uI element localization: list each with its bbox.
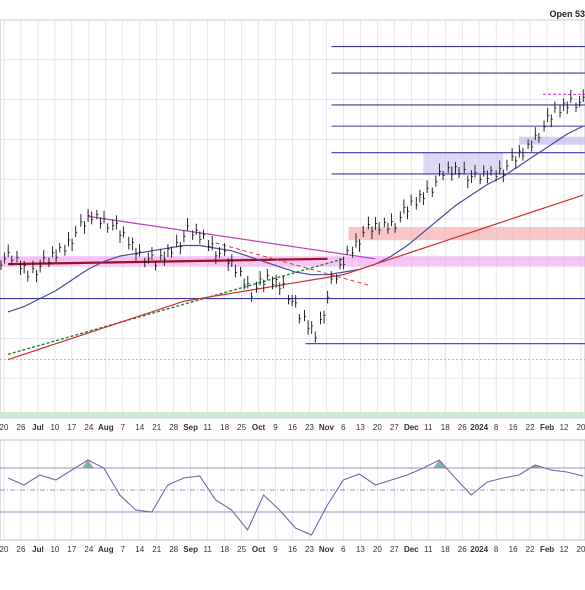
x-tick-label: 27 [390, 423, 399, 432]
indicator-x-tick-label: 16 [288, 545, 297, 554]
x-tick-label: 8 [494, 423, 499, 432]
x-tick-label: 16 [288, 423, 297, 432]
indicator-x-tick-label: 18 [441, 545, 450, 554]
x-tick-label: Nov [319, 423, 335, 432]
indicator-x-tick-label: Dec [404, 545, 419, 554]
indicator-x-tick-label: 22 [526, 545, 535, 554]
indicator-x-tick-label: 20 [373, 545, 382, 554]
x-tick-label: Feb [540, 423, 554, 432]
indicator-x-tick-label: Feb [540, 545, 554, 554]
indicator-x-tick-label: 17 [67, 545, 76, 554]
indicator-x-tick-label: 25 [237, 545, 246, 554]
indicator-x-tick-label: 20 [577, 545, 585, 554]
downtrend-line [87, 215, 376, 260]
x-tick-label: 12 [560, 423, 569, 432]
x-tick-label: 10 [50, 423, 59, 432]
x-tick-label: Dec [404, 423, 419, 432]
x-tick-label: 14 [135, 423, 144, 432]
indicator-x-tick-label: 28 [169, 545, 178, 554]
x-tick-label: 9 [273, 423, 278, 432]
x-tick-label: 24 [84, 423, 93, 432]
indicator-x-tick-label: Sep [183, 545, 198, 554]
indicator-x-tick-label: 2024 [470, 545, 488, 554]
indicator-x-tick-label: 7 [121, 545, 126, 554]
x-tick-label: 17 [67, 423, 76, 432]
indicator-x-tick-label: Nov [319, 545, 335, 554]
pink-support-zone [0, 256, 585, 267]
x-tick-label: 13 [356, 423, 365, 432]
x-tick-label: Sep [183, 423, 198, 432]
x-tick-label: 26 [458, 423, 467, 432]
indicator-x-tick-label: 16 [509, 545, 518, 554]
x-tick-label: 20 [577, 423, 585, 432]
indicator-x-tick-label: 26 [17, 545, 26, 554]
indicator-x-tick-label: 27 [390, 545, 399, 554]
indicator-x-tick-label: 11 [203, 545, 212, 554]
x-tick-label: 28 [169, 423, 178, 432]
indicator-x-tick-label: 8 [494, 545, 499, 554]
x-tick-label: 26 [17, 423, 26, 432]
x-tick-label: 6 [341, 423, 346, 432]
x-tick-label: Jul [32, 423, 44, 432]
consolidation-zone [423, 152, 504, 174]
indicator-x-tick-label: 12 [560, 545, 569, 554]
x-tick-label: 25 [237, 423, 246, 432]
slow-moving-average-line [7, 194, 584, 361]
x-tick-label: Oct [252, 423, 266, 432]
x-tick-label: 7 [121, 423, 126, 432]
indicator-x-tick-label: Oct [252, 545, 266, 554]
indicator-x-tick-label: 11 [424, 545, 433, 554]
support-line [7, 257, 328, 266]
x-tick-label: 11 [203, 423, 212, 432]
indicator-x-tick-label: 20 [0, 545, 9, 554]
indicator-line [7, 459, 584, 536]
fast-moving-average-line [7, 125, 584, 313]
x-tick-label: 20 [0, 423, 9, 432]
x-tick-label: 22 [526, 423, 535, 432]
x-tick-label: 23 [305, 423, 314, 432]
x-tick-label: 16 [509, 423, 518, 432]
x-tick-label: 18 [220, 423, 229, 432]
indicator-x-tick-label: 18 [220, 545, 229, 554]
x-tick-label: 11 [424, 423, 433, 432]
indicator-x-tick-label: 10 [50, 545, 59, 554]
x-tick-label: 20 [373, 423, 382, 432]
upper-consolidation-zone [519, 136, 585, 145]
x-tick-label: 21 [152, 423, 161, 432]
indicator-x-tick-label: 6 [341, 545, 346, 554]
x-tick-label: 18 [441, 423, 450, 432]
indicator-x-tick-label: Jul [32, 545, 44, 554]
x-tick-label: 2024 [470, 423, 488, 432]
indicator-x-tick-label: 26 [458, 545, 467, 554]
indicator-x-tick-label: 14 [135, 545, 144, 554]
indicator-x-tick-label: 21 [152, 545, 161, 554]
dashed-projection-line [215, 242, 370, 286]
indicator-x-tick-label: 13 [356, 545, 365, 554]
indicator-x-tick-label: Aug [98, 545, 114, 554]
uptrend-dotted-line [7, 258, 344, 355]
indicator-x-tick-label: 23 [305, 545, 314, 554]
x-tick-label: Aug [98, 423, 114, 432]
indicator-x-tick-label: 24 [84, 545, 93, 554]
indicator-x-tick-label: 9 [273, 545, 278, 554]
open-price-label: Open 53 [549, 9, 585, 19]
